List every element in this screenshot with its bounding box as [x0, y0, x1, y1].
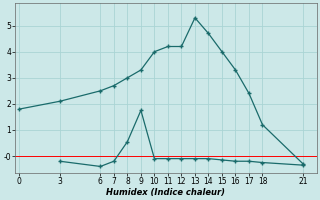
X-axis label: Humidex (Indice chaleur): Humidex (Indice chaleur)	[106, 188, 225, 197]
